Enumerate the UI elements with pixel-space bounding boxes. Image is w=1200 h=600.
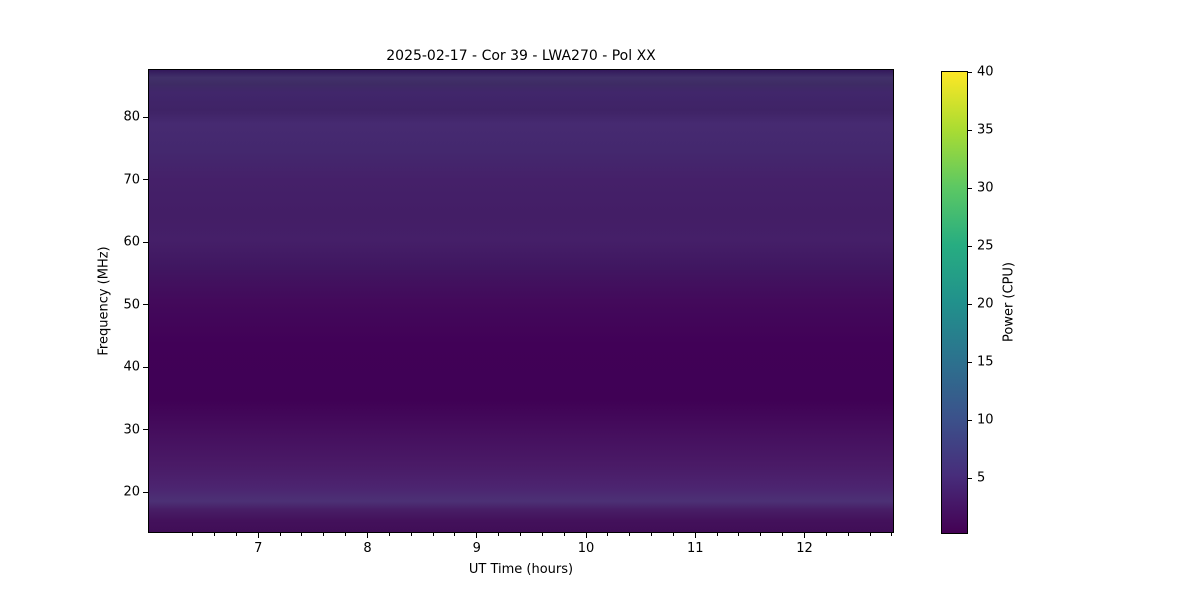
colorbar-tick-label: 20 <box>977 296 994 312</box>
x-minor-tick <box>782 533 784 536</box>
colorbar-tick <box>968 71 972 73</box>
x-tick-label: 12 <box>796 541 813 556</box>
colorbar-tick-label: 30 <box>977 180 994 196</box>
x-minor-tick <box>629 533 631 536</box>
x-minor-tick <box>541 533 543 536</box>
colorbar-tick-label: 10 <box>977 412 994 428</box>
y-major-tick <box>143 366 148 368</box>
y-tick-label: 40 <box>123 359 140 375</box>
x-major-tick <box>367 533 368 538</box>
x-minor-tick <box>301 533 303 536</box>
y-major-tick <box>143 179 148 180</box>
x-major-tick <box>585 533 587 538</box>
x-minor-tick <box>651 533 653 536</box>
colorbar-tick-label: 40 <box>977 64 994 80</box>
x-minor-tick <box>345 533 347 536</box>
colorbar-tick <box>968 477 972 479</box>
x-minor-tick <box>716 533 718 536</box>
x-minor-tick <box>410 533 412 536</box>
x-major-tick <box>804 533 805 538</box>
x-minor-tick <box>738 533 740 536</box>
y-tick-label: 60 <box>123 234 140 250</box>
x-minor-tick <box>563 533 565 536</box>
x-minor-tick <box>279 533 281 536</box>
x-minor-tick <box>607 533 609 536</box>
x-minor-tick <box>388 533 390 536</box>
chart-title: 2025-02-17 - Cor 39 - LWA270 - Pol XX <box>386 48 656 64</box>
colorbar-tick <box>968 187 972 189</box>
colorbar-tick <box>968 419 972 421</box>
x-minor-tick <box>454 533 456 536</box>
colorbar-tick-label: 15 <box>977 354 994 370</box>
spectrogram-heatmap <box>149 70 893 532</box>
x-minor-tick <box>498 533 500 536</box>
x-axis-label: UT Time (hours) <box>468 562 574 577</box>
y-major-tick <box>143 116 148 118</box>
colorbar-tick-label: 25 <box>977 238 994 254</box>
y-tick-label: 50 <box>123 297 140 312</box>
x-tick-label: 9 <box>472 541 481 556</box>
colorbar-tick-label: 35 <box>977 122 994 138</box>
x-major-tick <box>257 533 259 538</box>
y-major-tick <box>143 241 148 243</box>
x-minor-tick <box>235 533 237 536</box>
plot-area <box>148 69 894 533</box>
x-minor-tick <box>214 533 216 536</box>
x-major-tick <box>694 533 696 538</box>
y-tick-label: 70 <box>123 172 140 187</box>
x-minor-tick <box>672 533 674 536</box>
y-tick-label: 30 <box>123 422 140 437</box>
x-tick-label: 8 <box>363 541 372 556</box>
y-tick-label: 20 <box>123 484 140 500</box>
colorbar <box>941 71 968 534</box>
colorbar-tick-label: 5 <box>977 470 986 486</box>
colorbar-tick <box>968 245 972 247</box>
colorbar-tick <box>968 303 972 305</box>
y-major-tick <box>143 429 148 430</box>
x-major-tick <box>476 533 478 538</box>
y-major-tick <box>143 491 148 493</box>
x-minor-tick <box>760 533 762 536</box>
x-tick-label: 10 <box>577 541 595 556</box>
y-major-tick <box>143 304 148 305</box>
x-tick-label: 7 <box>254 541 263 556</box>
y-tick-label: 80 <box>123 109 140 125</box>
colorbar-tick <box>968 129 972 131</box>
x-minor-tick <box>192 533 194 536</box>
x-minor-tick <box>323 533 325 536</box>
y-axis-label: Frequency (MHz) <box>96 246 112 356</box>
x-minor-tick <box>891 533 893 536</box>
colorbar-label: Power (CPU) <box>1001 261 1017 343</box>
x-minor-tick <box>519 533 521 536</box>
x-tick-label: 11 <box>686 541 704 556</box>
colorbar-tick <box>968 361 972 363</box>
x-minor-tick <box>869 533 871 536</box>
x-minor-tick <box>432 533 434 536</box>
x-minor-tick <box>847 533 849 536</box>
x-minor-tick <box>825 533 827 536</box>
